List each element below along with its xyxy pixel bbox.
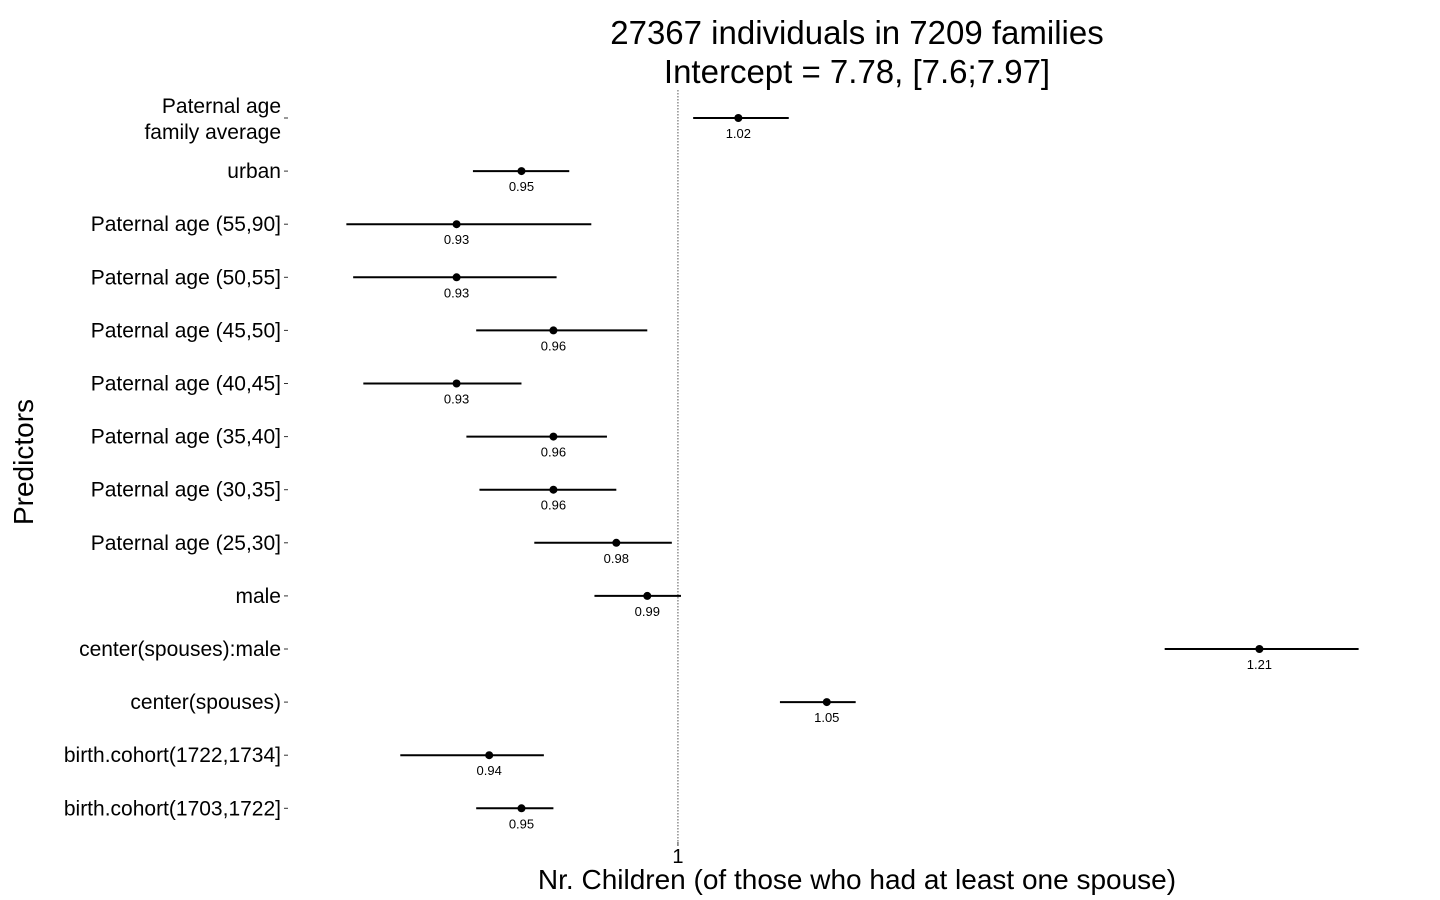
predictor-label: urban xyxy=(227,160,281,183)
predictor-row: center(spouses) 1.05 xyxy=(130,691,856,725)
predictor-row: Paternal age (40,45] 0.93 xyxy=(91,373,522,407)
predictor-rows: Paternal age family average 1.02 urban 0.95 P… xyxy=(64,95,1359,831)
estimate-point xyxy=(549,432,558,441)
predictor-label: birth.cohort(1703,1722] xyxy=(64,797,281,820)
estimate-value-label: 0.93 xyxy=(444,232,469,247)
estimate-value-label: 0.94 xyxy=(477,763,502,778)
estimate-point xyxy=(485,751,494,760)
predictor-row: Paternal age (35,40] 0.96 xyxy=(91,426,607,460)
predictor-row: Paternal age (50,55] 0.93 xyxy=(91,266,557,300)
estimate-value-label: 0.96 xyxy=(541,498,566,513)
estimate-value-label: 0.99 xyxy=(635,604,660,619)
estimate-point xyxy=(452,379,461,388)
chart-title-line2: Intercept = 7.78, [7.6;7.97] xyxy=(664,53,1050,90)
predictor-label: male xyxy=(235,585,281,608)
predictor-label: Paternal age (55,90] xyxy=(91,213,281,236)
predictor-label: Paternal age (50,55] xyxy=(91,266,281,289)
estimate-point xyxy=(549,485,558,494)
estimate-point xyxy=(643,591,652,600)
predictor-row: birth.cohort(1703,1722] 0.95 xyxy=(64,797,554,831)
predictor-label: birth.cohort(1722,1734] xyxy=(64,744,281,767)
x-axis-title: Nr. Children (of those who had at least … xyxy=(538,864,1176,895)
predictor-row: urban 0.95 xyxy=(227,160,570,194)
predictor-label: Paternal age (30,35] xyxy=(91,479,281,502)
predictor-row: Paternal age (25,30] 0.98 xyxy=(91,532,672,566)
estimate-value-label: 0.93 xyxy=(444,285,469,300)
predictor-label: center(spouses) xyxy=(130,691,281,714)
predictor-label: Paternal age (35,40] xyxy=(91,426,281,449)
estimate-value-label: 0.93 xyxy=(444,392,469,407)
predictor-label: Paternal age xyxy=(162,95,281,118)
predictor-row: birth.cohort(1722,1734] 0.94 xyxy=(64,744,544,778)
estimate-value-label: 0.96 xyxy=(541,445,566,460)
estimate-point xyxy=(822,698,831,707)
estimate-point xyxy=(452,273,461,282)
predictor-row: center(spouses):male 1.21 xyxy=(79,638,1359,672)
y-axis-title: Predictors xyxy=(8,399,39,525)
predictor-label: center(spouses):male xyxy=(79,638,281,661)
estimate-point xyxy=(517,167,526,176)
estimate-point xyxy=(612,538,621,547)
estimate-value-label: 1.02 xyxy=(726,126,751,141)
estimate-value-label: 1.21 xyxy=(1247,657,1272,672)
predictor-row: Paternal age (45,50] 0.96 xyxy=(91,319,648,353)
estimate-value-label: 0.96 xyxy=(541,338,566,353)
predictor-row: male 0.99 xyxy=(235,585,681,619)
estimate-value-label: 0.98 xyxy=(604,551,629,566)
estimate-point xyxy=(517,804,526,813)
estimate-point xyxy=(452,220,461,229)
estimate-value-label: 1.05 xyxy=(814,710,839,725)
estimate-point xyxy=(549,326,558,335)
estimate-value-label: 0.95 xyxy=(509,816,534,831)
chart-title-line1: 27367 individuals in 7209 families xyxy=(610,14,1104,51)
predictor-row: Paternal age family average 1.02 xyxy=(144,95,789,144)
x-axis-ticks: 1 xyxy=(672,842,684,868)
estimate-point xyxy=(1255,645,1264,653)
predictor-label: Paternal age (45,50] xyxy=(91,319,281,342)
predictor-label: Paternal age (25,30] xyxy=(91,532,281,555)
predictor-row: Paternal age (55,90] 0.93 xyxy=(91,213,592,247)
predictor-label: Paternal age (40,45] xyxy=(91,373,281,396)
estimate-value-label: 0.95 xyxy=(509,179,534,194)
estimate-point xyxy=(734,114,743,122)
predictor-row: Paternal age (30,35] 0.96 xyxy=(91,479,617,513)
predictor-label: family average xyxy=(144,121,281,144)
x-tick-label: 1 xyxy=(672,846,683,868)
